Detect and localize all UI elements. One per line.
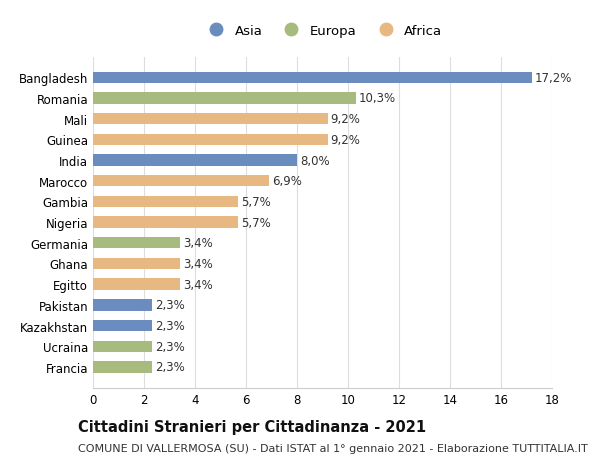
Bar bbox=[93, 73, 532, 84]
Bar bbox=[93, 258, 180, 269]
Text: 17,2%: 17,2% bbox=[535, 72, 572, 84]
Text: Cittadini Stranieri per Cittadinanza - 2021: Cittadini Stranieri per Cittadinanza - 2… bbox=[78, 419, 426, 434]
Text: 9,2%: 9,2% bbox=[331, 113, 361, 126]
Text: 2,3%: 2,3% bbox=[155, 319, 184, 332]
Text: 10,3%: 10,3% bbox=[359, 92, 396, 105]
Text: 8,0%: 8,0% bbox=[300, 154, 329, 167]
Bar bbox=[93, 320, 152, 331]
Bar bbox=[93, 362, 152, 373]
Text: 3,4%: 3,4% bbox=[183, 257, 212, 270]
Bar bbox=[93, 300, 152, 311]
Text: 9,2%: 9,2% bbox=[331, 134, 361, 146]
Bar bbox=[93, 114, 328, 125]
Bar bbox=[93, 155, 297, 166]
Bar bbox=[93, 134, 328, 146]
Bar bbox=[93, 93, 356, 104]
Bar bbox=[93, 279, 180, 290]
Text: 5,7%: 5,7% bbox=[241, 216, 271, 229]
Bar bbox=[93, 341, 152, 352]
Text: 2,3%: 2,3% bbox=[155, 299, 184, 312]
Text: 3,4%: 3,4% bbox=[183, 278, 212, 291]
Bar bbox=[93, 238, 180, 249]
Bar bbox=[93, 176, 269, 187]
Legend: Asia, Europa, Africa: Asia, Europa, Africa bbox=[199, 21, 446, 42]
Bar bbox=[93, 196, 238, 207]
Text: 3,4%: 3,4% bbox=[183, 237, 212, 250]
Text: 2,3%: 2,3% bbox=[155, 361, 184, 374]
Bar bbox=[93, 217, 238, 228]
Text: 2,3%: 2,3% bbox=[155, 340, 184, 353]
Text: COMUNE DI VALLERMOSA (SU) - Dati ISTAT al 1° gennaio 2021 - Elaborazione TUTTITA: COMUNE DI VALLERMOSA (SU) - Dati ISTAT a… bbox=[78, 443, 588, 453]
Text: 6,9%: 6,9% bbox=[272, 175, 302, 188]
Text: 5,7%: 5,7% bbox=[241, 196, 271, 208]
